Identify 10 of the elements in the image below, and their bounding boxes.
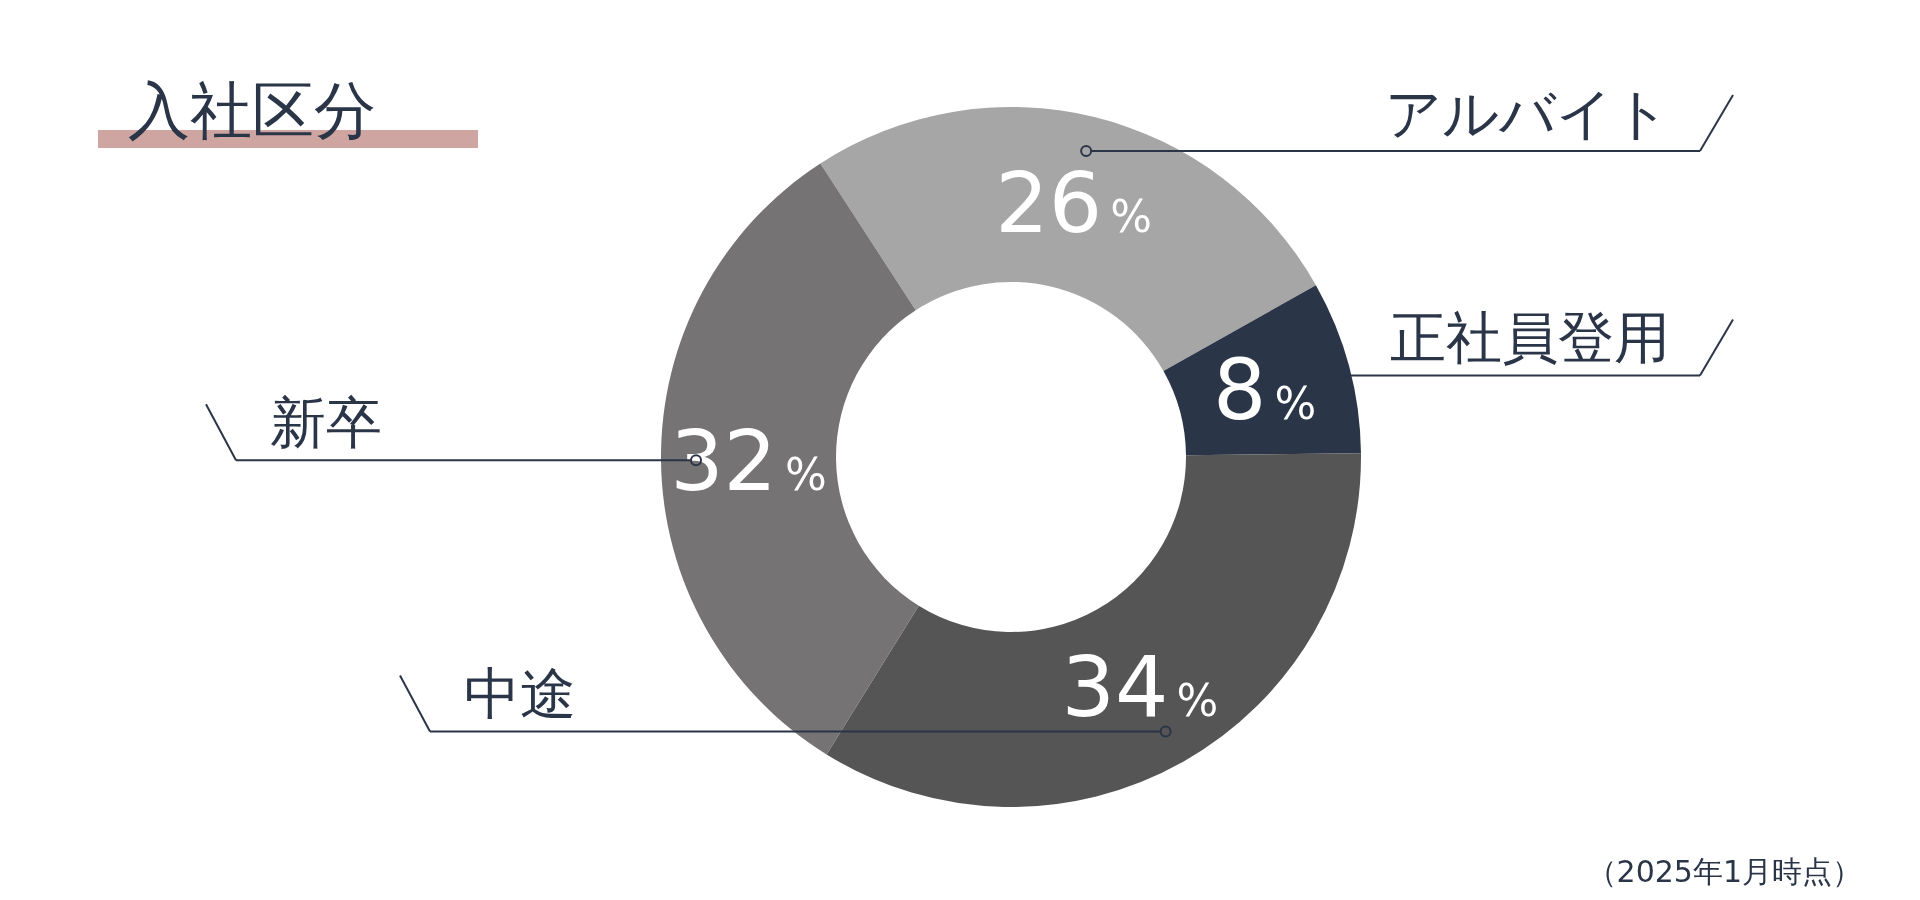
slice-label: 正社員登用 <box>1390 305 1670 371</box>
data-label: 26% <box>995 154 1152 253</box>
data-label: 34% <box>1061 637 1219 736</box>
chart-title: 入社区分 <box>128 74 376 147</box>
slice-label: 新卒 <box>270 390 382 456</box>
data-label: 8% <box>1212 341 1317 440</box>
text: （2025年1月時点） <box>1586 854 1862 889</box>
data-label: 32% <box>670 411 827 510</box>
slice-label: アルバイト <box>1385 81 1670 147</box>
slice-label: 中途 <box>464 661 576 727</box>
